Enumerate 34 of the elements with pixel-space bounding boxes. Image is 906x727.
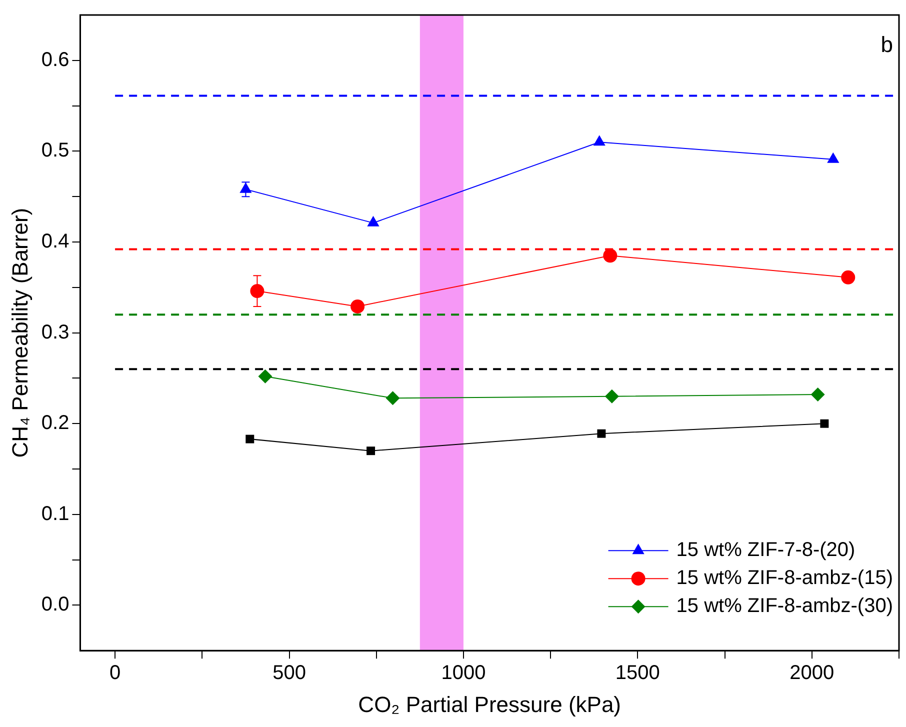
x-tick-label: 1000 [441,662,486,684]
legend-label: 15 wt% ZIF-8-ambz-(15) [676,567,894,590]
point [820,419,829,428]
y-tick-label: 0.1 [41,502,70,525]
y-tick-label: 0.5 [41,140,70,162]
point [841,270,856,284]
point [603,248,618,263]
y-tick-label: 0.0 [41,594,70,616]
legend-label: 15 wt% ZIF-8-ambz-(30) [676,595,894,618]
point [597,429,606,438]
x-tick-label: 500 [272,662,306,684]
point [386,391,400,406]
point [604,389,619,404]
point [593,135,606,146]
x-axis-title: CO₂ Partial Pressure (kPa) [358,692,622,717]
y-axis-title: CH₄ Permeability (Barrer) [7,208,32,458]
y-tick-label: 0.6 [41,48,70,71]
point [367,216,380,226]
annotation: b [880,32,893,58]
y-tick-label: 0.3 [41,321,70,344]
point [350,299,365,314]
legend-label: 15 wt% ZIF-7-8-(20) [676,539,856,562]
point [827,152,840,163]
point [366,446,376,456]
y-tick-label: 0.4 [41,230,70,253]
x-tick-label: 1500 [615,662,660,684]
point [250,284,264,298]
y-tick-label: 0.2 [41,412,70,434]
point [258,369,272,384]
x-tick-label: 0 [109,662,121,684]
point [810,388,825,402]
x-tick-label: 2000 [790,662,834,684]
point [240,182,252,193]
point [246,434,254,444]
